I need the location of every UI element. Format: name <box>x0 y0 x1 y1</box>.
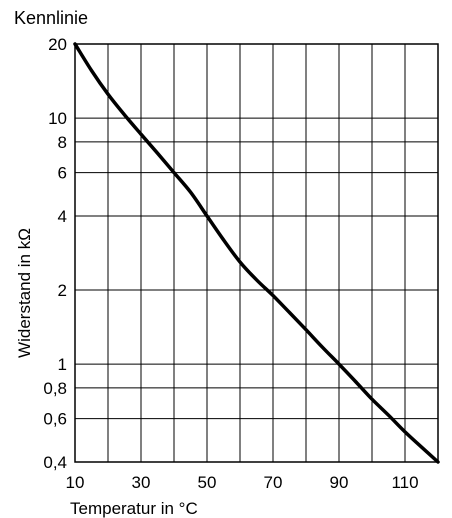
x-tick-label: 110 <box>391 473 418 492</box>
y-tick-label: 20 <box>48 35 67 54</box>
x-tick-label: 10 <box>66 473 85 492</box>
x-tick-label: 30 <box>132 473 151 492</box>
x-tick-label: 50 <box>198 473 217 492</box>
x-axis-label: Temperatur in °C <box>70 499 198 518</box>
y-tick-label: 4 <box>58 207 67 226</box>
y-tick-labels: 0,4 0,6 0,8 1 2 4 6 8 10 20 <box>43 35 67 472</box>
y-gridlines <box>75 43 438 463</box>
y-tick-label: 6 <box>58 164 67 183</box>
y-tick-label: 10 <box>48 109 67 128</box>
x-tick-labels: 10 30 50 70 90 110 <box>66 473 419 492</box>
series-line <box>73 42 440 464</box>
y-tick-label: 8 <box>58 133 67 152</box>
y-tick-label: 2 <box>58 281 67 300</box>
x-tick-label: 70 <box>264 473 283 492</box>
plot-frame <box>74 43 439 463</box>
y-tick-label: 0,4 <box>43 453 67 472</box>
y-axis-label: Widerstand in kΩ <box>15 228 34 358</box>
chart-title: Kennlinie <box>14 8 88 28</box>
y-tick-label: 1 <box>58 355 67 374</box>
x-gridlines <box>74 44 439 462</box>
x-tick-label: 90 <box>330 473 349 492</box>
y-tick-label: 0,6 <box>43 410 67 429</box>
y-tick-label: 0,8 <box>43 379 67 398</box>
